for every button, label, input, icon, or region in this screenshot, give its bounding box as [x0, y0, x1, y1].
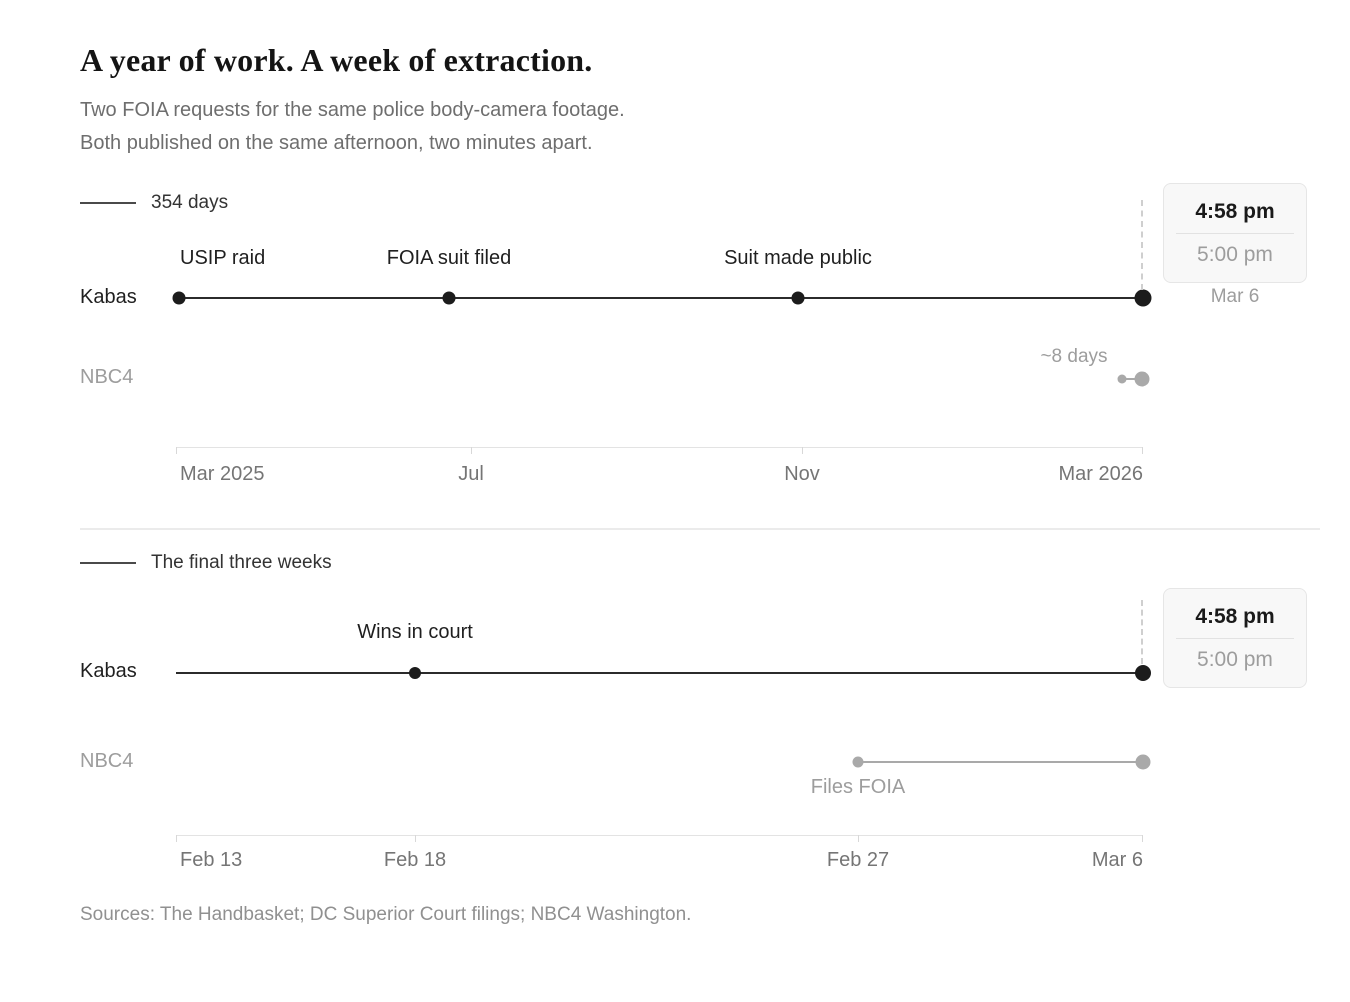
event-label-foia-suit-filed: FOIA suit filed [386, 247, 512, 269]
event-dot-wins-in-court [409, 667, 421, 679]
x-axis-tick-feb18 [415, 835, 416, 842]
callout-divider-2 [1176, 637, 1294, 639]
x-axis-tick-feb27 [858, 835, 859, 842]
nbc4-duration-annotation: ~8 days [1040, 346, 1108, 367]
event-label-suit-made-public: Suit made public [724, 247, 872, 269]
event-label-files-foia: Files FOIA [810, 776, 906, 798]
x-axis-tick-mar6 [1142, 835, 1143, 842]
legend-key-line-2 [80, 562, 136, 564]
kabas-publish-time-1: 4:58 pm [1195, 199, 1275, 223]
event-dot-foia-suit-filed [442, 291, 456, 305]
x-axis-label-mar2025: Mar 2025 [180, 463, 265, 485]
published-marker-dashed-line-2 [1141, 600, 1143, 664]
nbc4-end-dot-2 [1135, 754, 1151, 770]
x-axis-label-feb13: Feb 13 [180, 849, 243, 871]
sources-note: Sources: The Handbasket; DC Superior Cou… [80, 904, 692, 925]
section-divider [80, 528, 1320, 530]
x-axis-tick-nov [802, 447, 803, 454]
nbc4-publish-time-2: 5:00 pm [1197, 647, 1273, 671]
callout-caption-date: Mar 6 [1210, 286, 1260, 307]
x-axis-line-2 [176, 835, 1143, 836]
publish-time-callout-1: 4:58 pm 5:00 pm [1163, 183, 1307, 283]
legend-key-line-1 [80, 202, 136, 204]
x-axis-tick-feb13 [176, 835, 177, 842]
x-axis-label-mar6: Mar 6 [1091, 849, 1143, 871]
x-axis-line-1 [176, 447, 1143, 448]
chart-title: A year of work. A week of extraction. [80, 42, 593, 78]
event-dot-files-foia [852, 756, 864, 768]
x-axis-label-feb18: Feb 18 [383, 849, 447, 871]
nbc4-end-dot-1 [1134, 371, 1150, 387]
x-axis-tick-jul [471, 447, 472, 454]
x-axis-label-mar2026: Mar 2026 [1058, 463, 1144, 485]
chart-subtitle-line2: Both published on the same afternoon, tw… [80, 132, 593, 154]
kabas-timeline-line-2 [176, 672, 1143, 674]
event-label-wins-in-court: Wins in court [357, 621, 473, 643]
row-label-kabas-2: Kabas [80, 660, 137, 682]
row-label-nbc4-1: NBC4 [80, 366, 134, 388]
nbc4-timeline-line-1 [1122, 378, 1143, 380]
callout-divider-1 [1176, 232, 1294, 234]
kabas-timeline-line-1 [179, 297, 1143, 299]
nbc4-publish-time-1: 5:00 pm [1197, 242, 1273, 266]
x-axis-label-jul: Jul [458, 463, 484, 485]
publish-time-callout-2: 4:58 pm 5:00 pm [1163, 588, 1307, 688]
x-axis-label-feb27: Feb 27 [826, 849, 890, 871]
nbc4-start-dot-1 [1117, 374, 1127, 384]
event-dot-kabas-published-2 [1135, 665, 1151, 681]
legend-label-1: 354 days [151, 192, 229, 213]
nbc4-timeline-line-2 [858, 761, 1143, 763]
legend-label-2: The final three weeks [151, 552, 332, 573]
event-dot-usip-raid [172, 291, 186, 305]
row-label-kabas-1: Kabas [80, 286, 137, 308]
x-axis-label-nov: Nov [784, 463, 820, 485]
x-axis-tick-mar2026 [1142, 447, 1143, 454]
event-dot-suit-made-public [791, 291, 805, 305]
event-dot-kabas-published-1 [1134, 289, 1152, 307]
x-axis-tick-mar2025 [176, 447, 177, 454]
chart-subtitle-line1: Two FOIA requests for the same police bo… [80, 99, 625, 121]
published-marker-dashed-line-1 [1141, 200, 1143, 290]
event-label-usip-raid: USIP raid [180, 247, 266, 269]
kabas-publish-time-2: 4:58 pm [1195, 604, 1275, 628]
row-label-nbc4-2: NBC4 [80, 750, 134, 772]
